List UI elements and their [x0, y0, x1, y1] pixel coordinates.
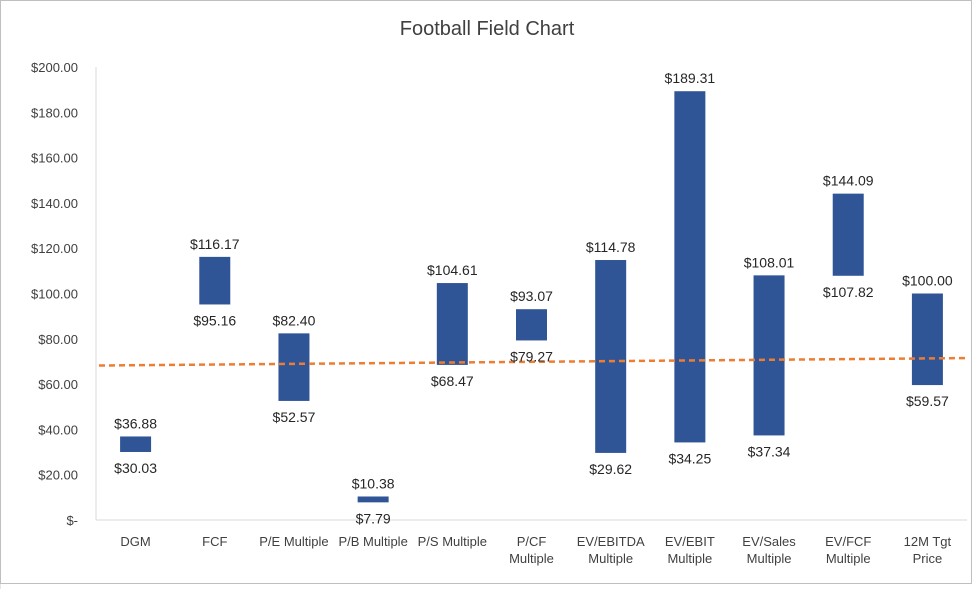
- category-label-line: EV/EBITDA: [577, 534, 645, 549]
- chart-title: Football Field Chart: [400, 18, 575, 40]
- data-label-high: $116.17: [190, 236, 240, 252]
- y-tick-label: $200.00: [31, 60, 78, 75]
- bar-series: [120, 91, 943, 503]
- category-label-line: FCF: [202, 534, 227, 549]
- category-label-line: Multiple: [509, 551, 554, 566]
- category-label-line: DGM: [120, 534, 150, 549]
- y-tick-label: $160.00: [31, 151, 78, 166]
- category-label: P/B Multiple: [338, 534, 407, 549]
- data-label-high: $114.78: [586, 239, 636, 255]
- y-tick-label: $80.00: [38, 332, 78, 347]
- category-label-line: Multiple: [667, 551, 712, 566]
- category-label: EV/FCF Multiple: [825, 534, 871, 566]
- y-tick-label: $100.00: [31, 287, 78, 302]
- category-label-line: Multiple: [747, 551, 792, 566]
- category-label-line: EV/Sales: [742, 534, 796, 549]
- category-label: P/E Multiple: [259, 534, 328, 549]
- category-label-line: 12M Tgt: [904, 534, 952, 549]
- range-bar: [674, 91, 706, 443]
- category-label: P/S Multiple: [418, 534, 487, 549]
- x-axis: [95, 67, 967, 521]
- y-tick-label: $20.00: [38, 468, 78, 483]
- y-tick-label: $60.00: [38, 377, 78, 392]
- category-labels: DGM FCF P/E Multiple P/B Multiple P/S Multip…: [120, 534, 951, 566]
- data-label-low: $79.27: [510, 348, 553, 364]
- range-bar: [911, 293, 943, 386]
- data-label-high: $82.40: [273, 312, 316, 328]
- data-label-high: $104.61: [427, 262, 478, 278]
- category-label-line: Multiple: [588, 551, 633, 566]
- data-label-low: $52.57: [273, 409, 316, 425]
- data-label-high: $10.38: [352, 475, 395, 491]
- y-tick-label: $-: [66, 513, 78, 528]
- category-label-line: P/B Multiple: [338, 534, 407, 549]
- data-label-low: $7.79: [356, 510, 391, 526]
- range-bar: [357, 496, 389, 503]
- range-bar: [595, 260, 627, 453]
- data-label-low: $59.57: [906, 393, 949, 409]
- data-label-low: $29.62: [589, 461, 632, 477]
- category-label: FCF: [202, 534, 227, 549]
- category-label: DGM: [120, 534, 150, 549]
- y-tick-label: $180.00: [31, 105, 78, 120]
- data-label-high: $108.01: [744, 254, 795, 270]
- data-label-low: $34.25: [668, 450, 711, 466]
- data-label-high: $189.31: [665, 70, 716, 86]
- data-label-high: $100.00: [902, 273, 953, 289]
- data-label-low: $107.82: [823, 284, 874, 300]
- data-label-high: $144.09: [823, 173, 874, 189]
- range-bar: [199, 256, 231, 305]
- category-label: 12M Tgt Price: [904, 534, 952, 566]
- y-tick-label: $140.00: [31, 196, 78, 211]
- data-label-low: $68.47: [431, 373, 474, 389]
- category-label: EV/Sales Multiple: [742, 534, 796, 566]
- category-label: P/CF Multiple: [509, 534, 554, 566]
- category-label-line: P/E Multiple: [259, 534, 328, 549]
- data-label-low: $37.34: [748, 443, 791, 459]
- category-label-line: Price: [913, 551, 943, 566]
- category-label-line: P/CF: [517, 534, 547, 549]
- y-tick-label: $40.00: [38, 422, 78, 437]
- category-label-line: EV/EBIT: [665, 534, 715, 549]
- range-bar: [516, 309, 547, 341]
- category-label-line: EV/FCF: [825, 534, 871, 549]
- range-bar: [120, 436, 152, 452]
- data-labels: $36.88 $30.03 $116.17 $95.16 $82.40 $52.57 $10…: [114, 70, 953, 526]
- category-label: EV/EBITDA Multiple: [577, 534, 645, 566]
- data-label-high: $36.88: [114, 415, 157, 431]
- reference-line-group: [98, 356, 970, 367]
- category-label-line: Multiple: [826, 551, 871, 566]
- category-label: EV/EBIT Multiple: [665, 534, 715, 566]
- y-tick-label: $120.00: [31, 241, 78, 256]
- range-bar: [753, 275, 785, 436]
- category-label-line: P/S Multiple: [418, 534, 487, 549]
- range-bar: [832, 193, 864, 276]
- data-label-low: $95.16: [193, 312, 236, 328]
- range-bar: [278, 333, 310, 401]
- data-label-low: $30.03: [114, 460, 157, 476]
- y-axis: $- $20.00 $40.00 $60.00 $80.00 $100.00 $120.00…: [31, 60, 78, 528]
- data-label-high: $93.07: [510, 288, 553, 304]
- range-bar: [436, 283, 468, 365]
- current-price-line: [98, 356, 970, 367]
